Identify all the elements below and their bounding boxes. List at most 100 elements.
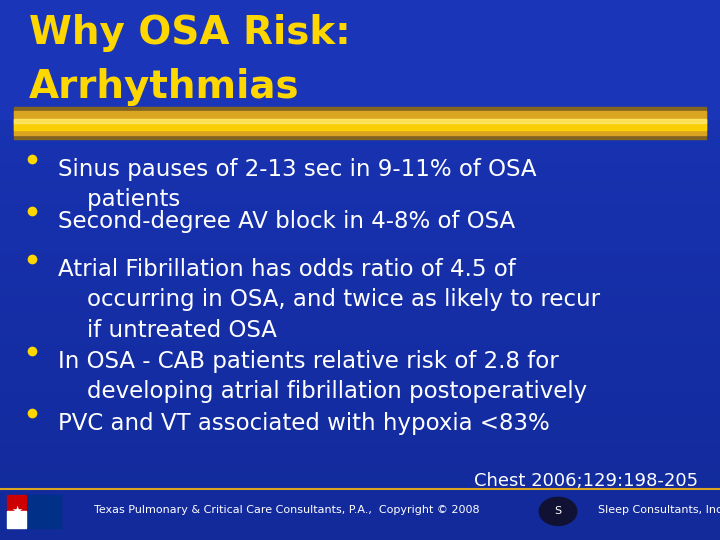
Bar: [0, 186, 720, 189]
Bar: [0, 405, 720, 408]
Bar: [0, 124, 720, 127]
Bar: [0, 22, 720, 24]
Bar: [0, 273, 720, 275]
Bar: [0, 462, 720, 464]
Bar: [0, 313, 720, 316]
Bar: [0, 157, 720, 159]
Bar: [0, 51, 720, 54]
Bar: [0, 421, 720, 424]
Bar: [14, 119, 706, 130]
Bar: [0, 470, 720, 472]
Bar: [0, 367, 720, 370]
Bar: [0, 467, 720, 470]
Bar: [0, 513, 720, 516]
Bar: [0, 167, 720, 170]
Bar: [0, 105, 720, 108]
Bar: [0, 454, 720, 456]
Bar: [0, 59, 720, 62]
Bar: [0, 526, 720, 529]
Bar: [0, 529, 720, 532]
Bar: [0, 0, 720, 119]
Bar: [0, 329, 720, 332]
Bar: [0, 70, 720, 73]
Bar: [0, 340, 720, 343]
Bar: [0, 402, 720, 405]
Bar: [0, 281, 720, 284]
Bar: [0, 392, 720, 394]
Bar: [0, 256, 720, 259]
Bar: [0, 165, 720, 167]
Text: Arrhythmias: Arrhythmias: [29, 68, 300, 105]
Bar: [0, 456, 720, 459]
Bar: [0, 418, 720, 421]
Bar: [0, 343, 720, 346]
Bar: [0, 122, 720, 124]
Bar: [0, 116, 720, 119]
Bar: [0, 448, 720, 451]
Bar: [0, 159, 720, 162]
Bar: [0, 3, 720, 5]
Bar: [0, 235, 720, 238]
Bar: [0, 424, 720, 427]
Bar: [0, 140, 720, 143]
Bar: [0, 78, 720, 81]
Bar: [0, 35, 720, 38]
Bar: [0, 500, 720, 502]
Bar: [0, 173, 720, 176]
Bar: [0, 189, 720, 192]
Bar: [0, 251, 720, 254]
Bar: [0, 232, 720, 235]
Bar: [0, 151, 720, 154]
Bar: [0, 354, 720, 356]
Bar: [0, 324, 720, 327]
Bar: [0, 46, 720, 49]
Bar: [0, 294, 720, 297]
Bar: [0, 346, 720, 348]
Bar: [0, 38, 720, 40]
Bar: [0, 143, 720, 146]
Bar: [0, 30, 720, 32]
Bar: [0, 62, 720, 65]
Bar: [0, 240, 720, 243]
Bar: [0, 297, 720, 300]
Bar: [0, 386, 720, 389]
Bar: [0, 267, 720, 270]
Bar: [0, 362, 720, 364]
Text: PVC and VT associated with hypoxia <83%: PVC and VT associated with hypoxia <83%: [58, 412, 549, 435]
Bar: [0, 310, 720, 313]
Bar: [0, 148, 720, 151]
Bar: [0, 246, 720, 248]
Bar: [0, 335, 720, 338]
Bar: [0, 130, 720, 132]
Bar: [0, 65, 720, 68]
Bar: [0, 208, 720, 211]
Bar: [0, 219, 720, 221]
Bar: [0, 84, 720, 86]
Bar: [0, 359, 720, 362]
Bar: [0, 483, 720, 486]
Bar: [0, 103, 720, 105]
Bar: [0, 427, 720, 429]
Text: Sleep Consultants, Inc.: Sleep Consultants, Inc.: [598, 505, 720, 515]
Bar: [0, 32, 720, 35]
Bar: [0, 437, 720, 440]
Bar: [0, 270, 720, 273]
Bar: [0, 397, 720, 400]
Bar: [0, 491, 720, 494]
Bar: [0, 100, 720, 103]
Bar: [0, 40, 720, 43]
Bar: [0, 351, 720, 354]
Bar: [0, 532, 720, 535]
Bar: [0, 81, 720, 84]
Bar: [0, 502, 720, 505]
Bar: [0, 92, 720, 94]
Bar: [0, 394, 720, 397]
Bar: [14, 119, 706, 123]
Bar: [0, 194, 720, 197]
Bar: [0, 284, 720, 286]
Bar: [0, 184, 720, 186]
Text: ★: ★: [11, 505, 22, 518]
Bar: [0, 510, 720, 513]
Bar: [0, 375, 720, 378]
Bar: [0, 113, 720, 116]
